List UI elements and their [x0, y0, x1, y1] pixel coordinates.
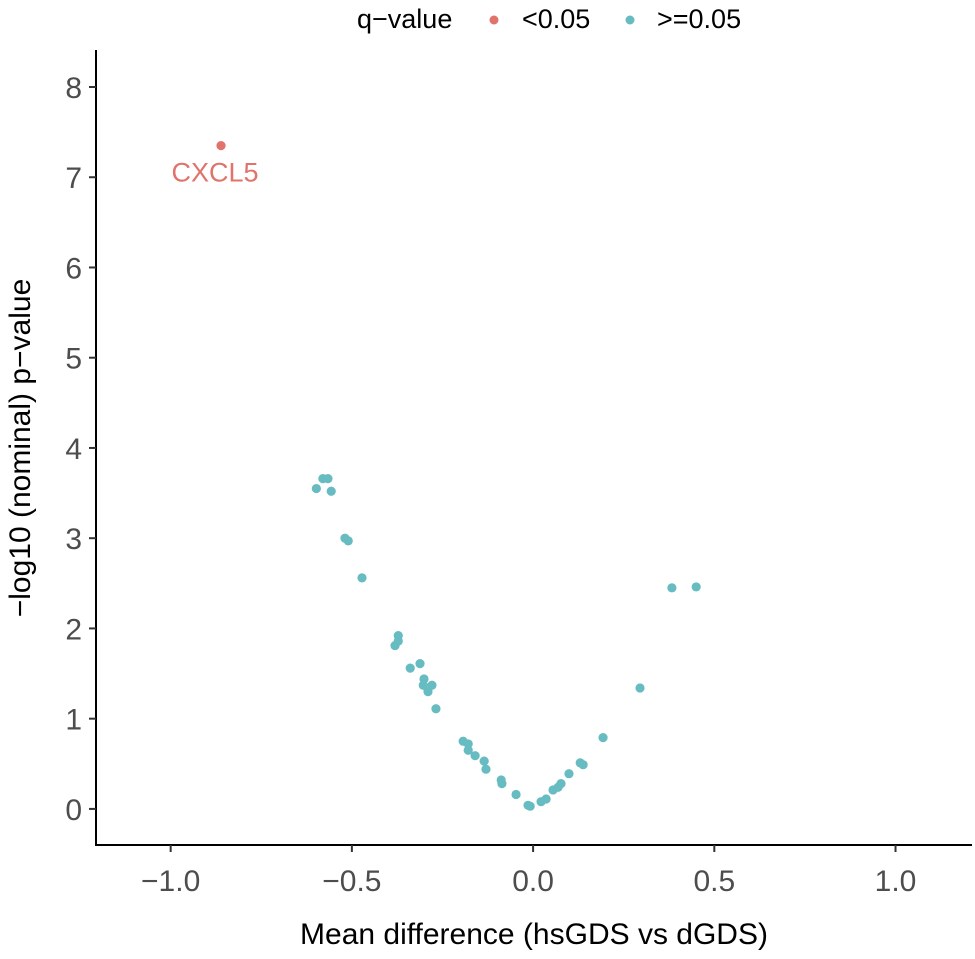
- data-point: [481, 764, 491, 774]
- y-tick-label: 0: [65, 794, 82, 827]
- y-tick-label: 6: [65, 252, 82, 285]
- legend: q−value <0.05 >=0.05: [357, 4, 741, 34]
- y-tick-label: 7: [65, 162, 82, 195]
- data-point: [667, 583, 677, 593]
- data-point: [326, 486, 336, 496]
- x-tick-label: −0.5: [322, 865, 381, 898]
- legend-key-sig: [489, 15, 499, 25]
- legend-label-nonsig: >=0.05: [657, 4, 741, 34]
- data-point: [598, 733, 608, 743]
- data-point: [578, 760, 588, 770]
- x-axis-title: Mean difference (hsGDS vs dGDS): [300, 918, 768, 951]
- data-point: [541, 794, 551, 804]
- data-point: [216, 141, 226, 151]
- y-tick-label: 1: [65, 704, 82, 737]
- x-tick-label: −1.0: [141, 865, 200, 898]
- data-point: [691, 582, 701, 592]
- x-tick-label: 1.0: [875, 865, 917, 898]
- y-tick-label: 4: [65, 433, 82, 466]
- y-tick-label: 8: [65, 72, 82, 105]
- data-point: [497, 779, 507, 789]
- data-point: [470, 751, 480, 761]
- y-axis-title: −log10 (nominal) p−value: [4, 279, 37, 618]
- data-point: [463, 745, 473, 755]
- data-point: [423, 686, 433, 697]
- data-point: [357, 573, 367, 583]
- data-point: [525, 801, 535, 811]
- data-point: [415, 659, 425, 669]
- data-point: [564, 769, 574, 779]
- data-point: [556, 779, 566, 789]
- data-point: [431, 704, 441, 714]
- data-point: [343, 536, 353, 546]
- x-tick-label: 0.5: [693, 865, 735, 898]
- legend-label-sig: <0.05: [522, 4, 590, 34]
- point-label: CXCL5: [172, 158, 259, 188]
- data-point: [463, 739, 473, 749]
- legend-title: q−value: [357, 4, 452, 34]
- y-tick-label: 2: [65, 613, 82, 646]
- data-point: [311, 483, 321, 494]
- data-point: [511, 789, 521, 800]
- y-tick-label: 5: [65, 343, 82, 376]
- y-tick-label: 3: [65, 523, 82, 556]
- legend-key-nonsig: [625, 15, 635, 25]
- data-point: [405, 663, 415, 673]
- data-point: [418, 680, 428, 690]
- data-point: [479, 756, 489, 766]
- data-point: [390, 640, 400, 651]
- data-point: [323, 474, 333, 484]
- x-tick-label: 0.0: [512, 865, 554, 898]
- data-point: [635, 683, 645, 693]
